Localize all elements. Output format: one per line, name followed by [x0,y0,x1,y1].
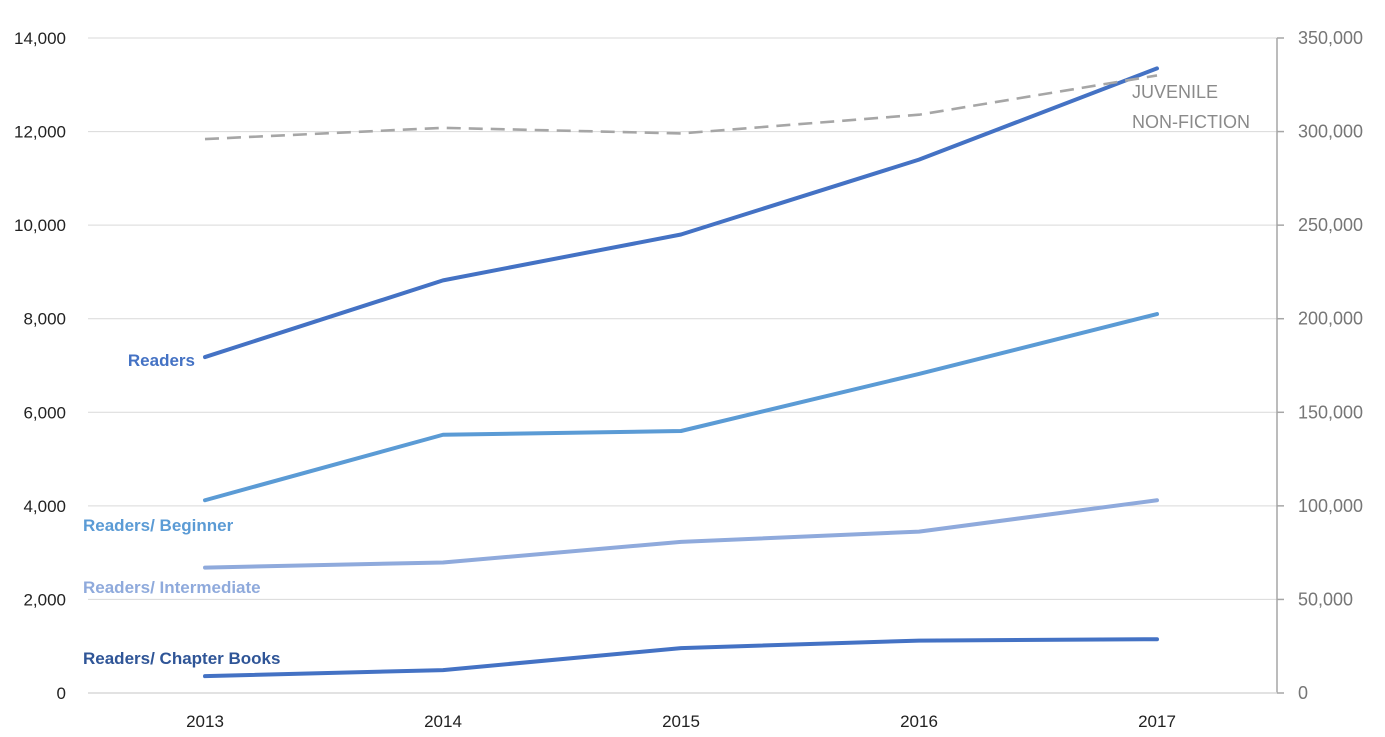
y-axis-left-ticks: 0 2,000 4,000 6,000 8,000 10,000 12,000 14,000 [14,29,66,703]
y-tick-label: 0 [57,684,66,703]
label-juvenile-line1: JUVENILE [1132,82,1218,102]
y-tick-label: 10,000 [14,216,66,235]
series-line-readers [203,66,1159,360]
series-line-readers-chapter-books [203,637,1159,679]
y2-tick-label: 100,000 [1298,496,1363,516]
label-readers-beginner: Readers/ Beginner [83,516,234,535]
y-tick-label: 8,000 [23,310,66,329]
y2-tick-label: 250,000 [1298,215,1363,235]
axes [88,38,1278,694]
x-tick-label: 2013 [186,712,224,731]
x-tick-label: 2015 [662,712,700,731]
label-readers-chapter-books: Readers/ Chapter Books [83,649,280,668]
x-tick-label: 2017 [1138,712,1176,731]
y-tick-label: 12,000 [14,123,66,142]
label-readers: Readers [128,351,195,370]
label-readers-intermediate: Readers/ Intermediate [83,578,261,597]
y2-tick-label: 50,000 [1298,589,1353,609]
y-tick-label: 2,000 [23,590,66,609]
series-lines [203,66,1159,679]
series-line-juvenile-non-fiction [204,74,1158,141]
x-axis-ticks: 2013 2014 2015 2016 2017 [186,712,1176,731]
y-axis-right-ticks: 0 50,000 100,000 150,000 200,000 250,000 300,0… [1277,28,1363,703]
y2-tick-label: 200,000 [1298,309,1363,329]
gridlines [88,37,1277,600]
label-juvenile-line2: NON-FICTION [1132,112,1250,132]
y-tick-label: 4,000 [23,497,66,516]
x-tick-label: 2014 [424,712,462,731]
y-tick-label: 6,000 [23,403,66,422]
series-line-readers-intermediate [203,498,1159,570]
y2-tick-label: 0 [1298,683,1308,703]
series-line-readers-beginner [203,312,1159,503]
x-tick-label: 2016 [900,712,938,731]
y2-tick-label: 300,000 [1298,122,1363,142]
y2-tick-label: 350,000 [1298,28,1363,48]
y2-tick-label: 150,000 [1298,402,1363,422]
y-tick-label: 14,000 [14,29,66,48]
